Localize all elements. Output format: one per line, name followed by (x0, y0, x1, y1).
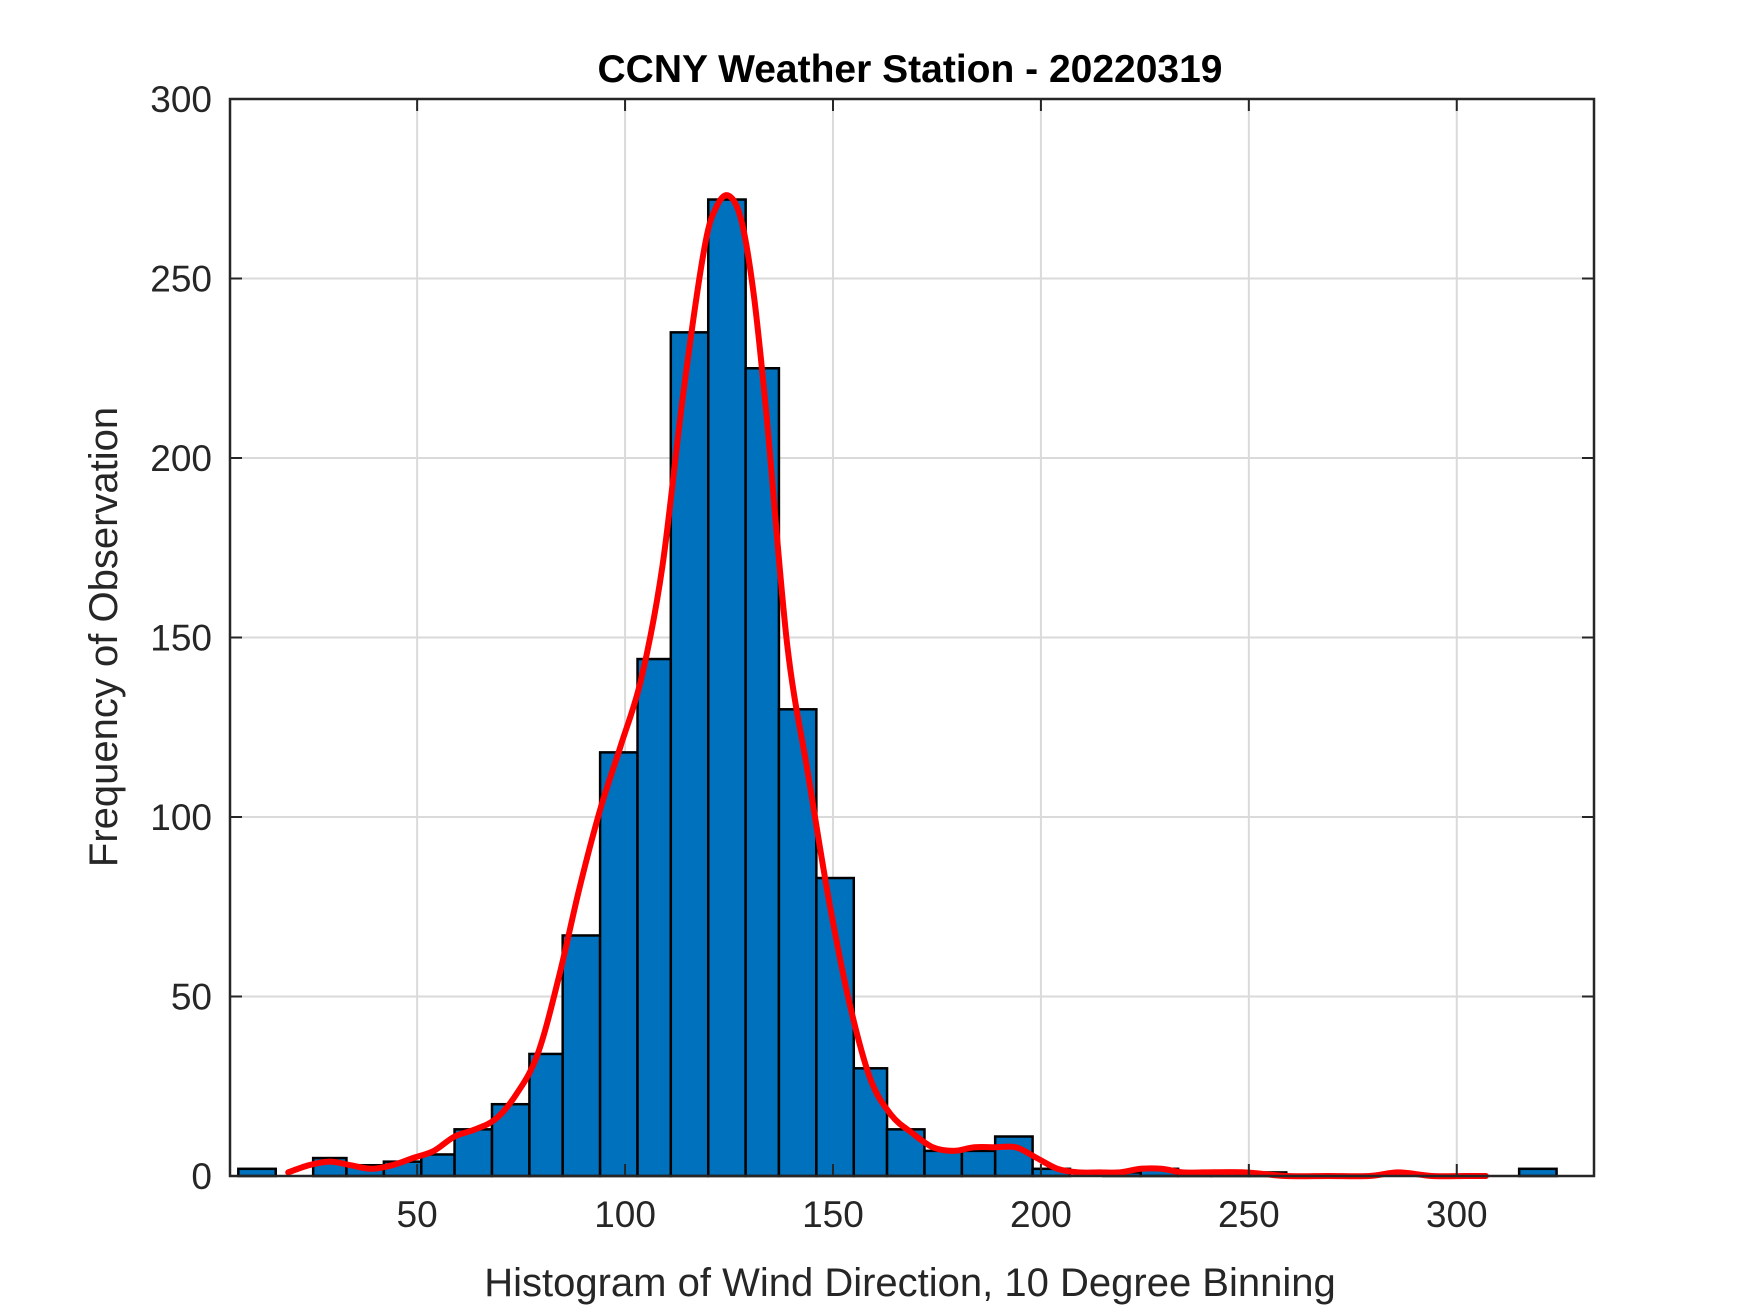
y-tick-labels: 0 50 100 150 200 250 300 (150, 79, 212, 1197)
density-curve-layer (285, 192, 1489, 1180)
chart-title: CCNY Weather Station - 20220319 (598, 48, 1223, 91)
histogram-bar (420, 1153, 456, 1178)
y-tick-label: 100 (150, 797, 212, 838)
x-tick-label: 300 (1426, 1194, 1488, 1235)
y-tick-label: 250 (150, 259, 212, 300)
histogram-bar (960, 1149, 997, 1178)
x-tick-label: 50 (397, 1194, 438, 1235)
tick-marks (230, 98, 1594, 1177)
histogram-bar (598, 751, 639, 1178)
x-axis-label: Histogram of Wind Direction, 10 Degree B… (484, 1261, 1336, 1305)
histogram-bar (528, 1052, 564, 1178)
y-tick-label: 300 (150, 79, 212, 120)
y-tick-label: 50 (171, 977, 212, 1018)
x-tick-label: 200 (1010, 1194, 1072, 1235)
x-tick-label: 250 (1218, 1194, 1280, 1235)
x-tick-labels: 50 100 150 200 250 300 (397, 1194, 1488, 1235)
y-tick-label: 0 (191, 1156, 212, 1197)
histogram-bar (993, 1135, 1034, 1178)
y-axis-label: Frequency of Observation (82, 407, 126, 867)
density-curve (285, 192, 1489, 1180)
histogram-bar (561, 934, 602, 1178)
y-tick-label: 200 (150, 438, 212, 479)
histogram-bar (636, 657, 673, 1178)
x-tick-label: 100 (594, 1194, 656, 1235)
histogram-bars (237, 198, 1558, 1178)
histogram-bar (923, 1149, 964, 1178)
x-tick-label: 150 (802, 1194, 864, 1235)
grid-lines (230, 99, 1594, 1176)
histogram-bar (706, 198, 747, 1178)
y-tick-label: 150 (150, 618, 212, 659)
